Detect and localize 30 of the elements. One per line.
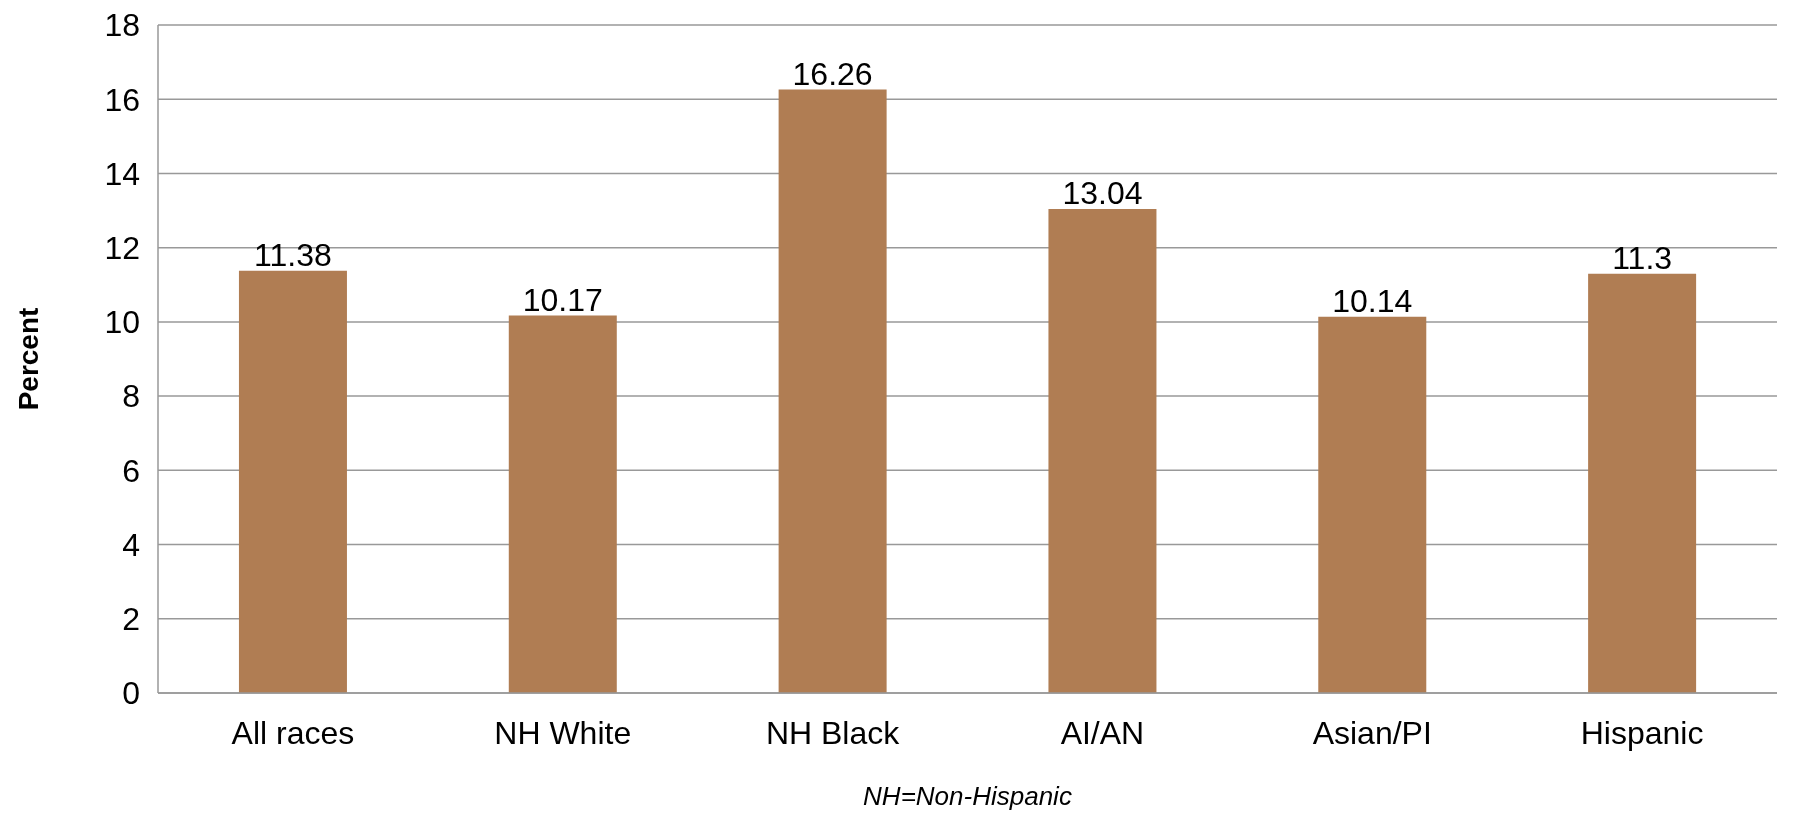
y-tick-label: 14 bbox=[104, 155, 140, 192]
bar bbox=[508, 315, 617, 693]
bar bbox=[1318, 316, 1427, 693]
y-tick-label: 18 bbox=[104, 7, 140, 44]
x-tick-label: Hispanic bbox=[1580, 714, 1704, 751]
y-tick-label: 12 bbox=[104, 230, 140, 267]
x-tick-label: AI/AN bbox=[1060, 714, 1145, 751]
data-label: 16.26 bbox=[792, 55, 873, 92]
x-axis-title: NH=Non-Hispanic bbox=[863, 781, 1072, 811]
x-tick-label: NH Black bbox=[765, 714, 901, 751]
y-tick-label: 6 bbox=[122, 452, 140, 489]
y-tick-label: 8 bbox=[122, 378, 140, 415]
y-tick-label: 0 bbox=[122, 675, 140, 712]
x-tick-label: Asian/PI bbox=[1312, 714, 1432, 751]
y-tick-label: 2 bbox=[122, 601, 140, 638]
y-tick-label: 10 bbox=[104, 304, 140, 341]
data-label: 11.38 bbox=[254, 236, 332, 273]
data-label: 13.04 bbox=[1062, 175, 1143, 212]
x-tick-label: All races bbox=[231, 714, 355, 751]
data-label: 10.14 bbox=[1332, 282, 1413, 319]
bar bbox=[1588, 273, 1697, 693]
y-tick-label: 4 bbox=[122, 526, 140, 563]
y-tick-label: 16 bbox=[104, 81, 140, 118]
x-tick-label: NH White bbox=[494, 714, 632, 751]
bar bbox=[1048, 209, 1157, 693]
data-label: 10.17 bbox=[522, 281, 603, 318]
bar bbox=[778, 89, 887, 693]
bar bbox=[238, 270, 347, 693]
y-axis-title: Percent bbox=[12, 307, 44, 411]
data-label: 11.3 bbox=[1612, 239, 1673, 276]
